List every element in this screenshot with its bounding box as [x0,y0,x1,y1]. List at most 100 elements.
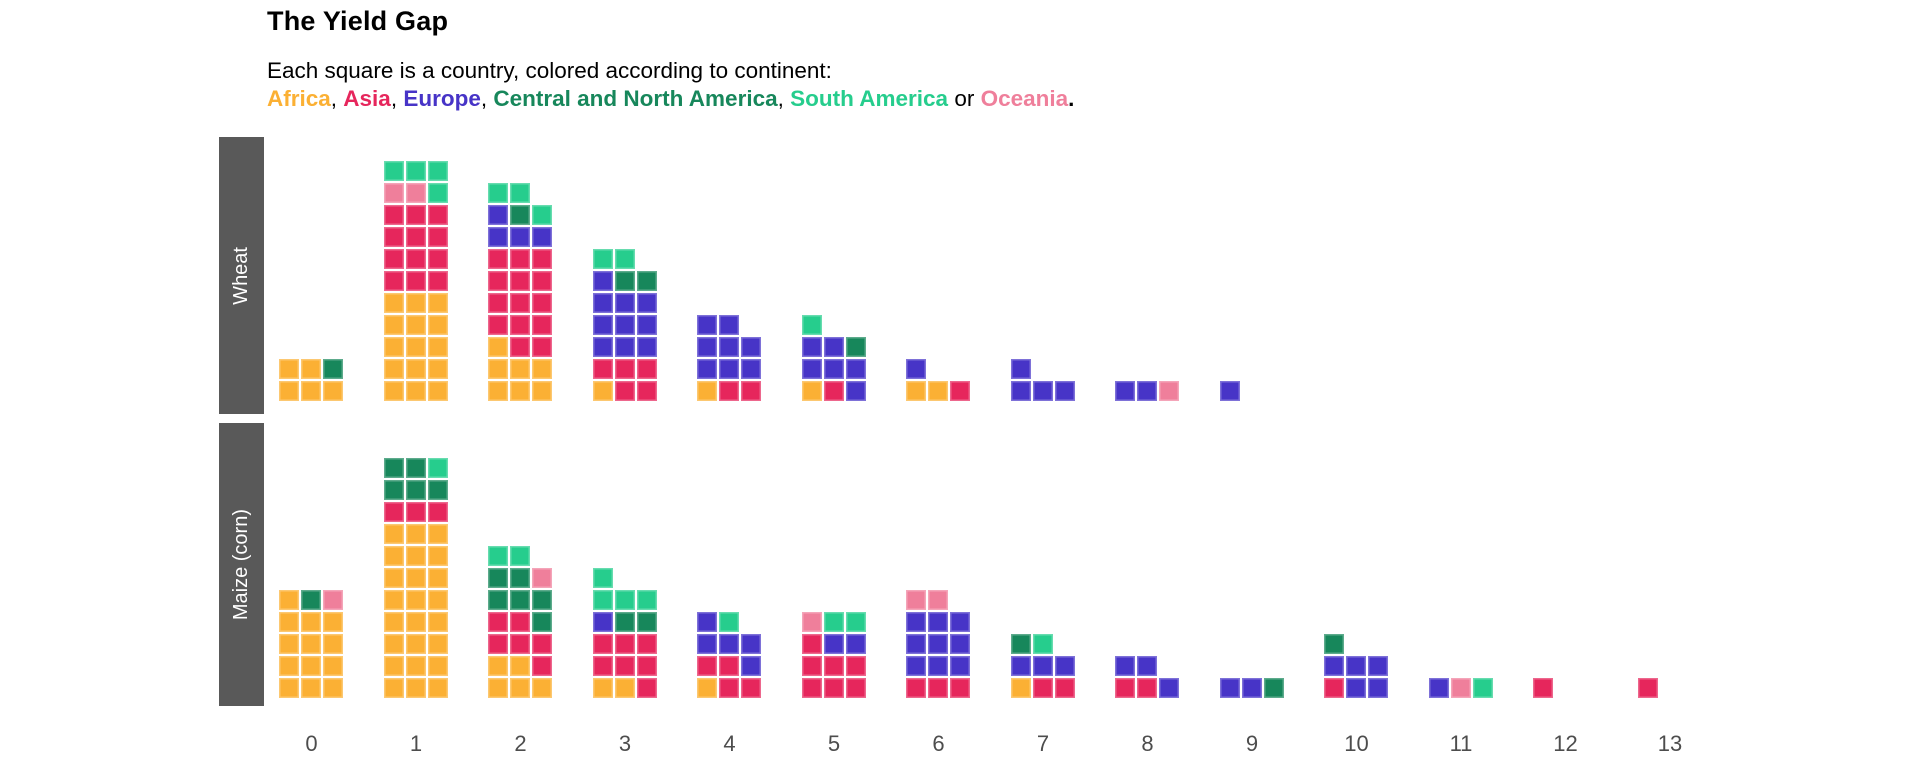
x-tick-label-7: 7 [1036,731,1050,756]
country-square-asia [488,293,508,313]
country-square-central-and-north-america [1010,634,1031,654]
waffle-row [488,590,552,610]
legend-separator: , [480,86,494,111]
country-square-europe [1324,656,1344,676]
country-square-south-america [488,183,508,203]
country-square-central-and-north-america [845,337,866,357]
country-square-asia [532,656,552,676]
country-square-africa [383,612,404,632]
country-square-europe [1219,678,1240,698]
waffle-row [592,271,657,291]
country-square-asia [614,381,635,401]
country-square-asia [510,612,530,632]
country-square-africa [405,359,426,379]
country-square-africa [928,381,948,401]
country-square-africa [427,590,448,610]
country-square-africa [301,656,321,676]
waffle-row [383,458,448,478]
country-square-south-america [823,612,844,632]
chart-title: The Yield Gap [267,6,449,36]
legend-item-oceania: Oceania [980,86,1069,111]
country-square-europe [1219,381,1240,401]
country-square-asia [1115,678,1135,698]
waffle-row [383,568,448,588]
country-square-asia [510,337,530,357]
country-square-africa [405,315,426,335]
country-square-asia [614,359,635,379]
waffle-row [697,381,761,401]
country-square-africa [383,524,404,544]
waffle-column-maize-corn-bin-8 [1115,656,1179,698]
country-square-asia [592,634,613,654]
country-square-south-america [719,612,739,632]
waffle-row [1219,381,1284,401]
country-square-oceania [928,590,948,610]
country-square-oceania [383,183,404,203]
country-square-africa [323,678,343,698]
country-square-oceania [532,568,552,588]
country-square-asia [1324,678,1344,698]
country-square-oceania [906,590,926,610]
country-square-europe [823,337,844,357]
waffle-row [906,678,970,698]
x-tick-label-4: 4 [723,731,736,756]
country-square-africa [592,678,613,698]
country-square-asia [1032,678,1053,698]
x-tick-label-9: 9 [1245,731,1259,756]
country-square-africa [405,381,426,401]
waffle-row [592,678,657,698]
country-square-europe [1010,359,1031,379]
waffle-column-maize-corn-bin-9 [1219,678,1284,698]
waffle-row [383,546,448,566]
country-square-europe [1010,381,1031,401]
country-square-asia [592,359,613,379]
country-square-europe [614,337,635,357]
country-square-africa [301,678,321,698]
country-square-africa [279,590,299,610]
country-square-asia [719,381,739,401]
waffle-row [488,568,552,588]
country-square-africa [488,381,508,401]
country-square-asia [614,634,635,654]
waffle-row [383,227,448,247]
continent-legend: Africa, Asia, Europe, Central and North … [267,86,1074,112]
waffle-column-maize-corn-bin-0 [279,590,343,698]
country-square-europe [719,359,739,379]
country-square-central-and-north-america [383,458,404,478]
country-square-africa [301,381,321,401]
country-square-africa [279,381,299,401]
legend-separator: , [390,86,404,111]
waffle-row [1324,656,1388,676]
country-square-africa [405,546,426,566]
country-square-central-and-north-america [614,612,635,632]
waffle-row [488,183,552,203]
country-square-asia [427,502,448,522]
country-square-europe [697,612,717,632]
country-square-central-and-north-america [427,480,448,500]
country-square-europe [928,612,948,632]
country-square-africa [383,315,404,335]
x-tick-label-13: 13 [1657,731,1683,756]
country-square-europe [928,656,948,676]
waffle-column-maize-corn-bin-5 [801,612,866,698]
facet-strip-wheat: Wheat [219,137,264,414]
country-square-europe [1054,656,1075,676]
country-square-south-america [405,161,426,181]
waffle-row [279,634,343,654]
country-square-africa [427,546,448,566]
waffle-row [383,634,448,654]
waffle-row [801,315,866,335]
country-square-asia [1533,678,1553,698]
country-square-asia [636,656,657,676]
waffle-row [1533,678,1597,698]
country-square-asia [719,656,739,676]
waffle-column-maize-corn-bin-11 [1428,678,1493,698]
legend-separator: or [948,86,981,111]
country-square-africa [323,634,343,654]
waffle-column-wheat-bin-4 [697,315,761,401]
country-square-africa [405,337,426,357]
country-square-africa [405,634,426,654]
waffle-row [488,315,552,335]
country-square-europe [906,656,926,676]
